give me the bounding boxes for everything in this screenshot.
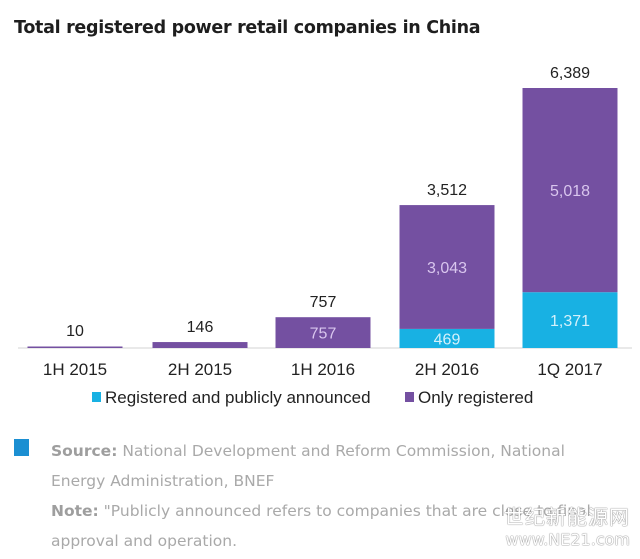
legend-swatch-registered-and-publicly-announced xyxy=(92,392,101,402)
x-tick-label-2h-2016: 2H 2016 xyxy=(415,360,479,379)
note-label: Note: xyxy=(51,502,99,520)
segment-label-only-registered-2h-2016: 3,043 xyxy=(427,260,467,277)
segment-label-only-registered-1q-2017: 5,018 xyxy=(550,183,590,200)
watermark-line2: www.NE21.com xyxy=(505,530,630,549)
bar-chart: 10 1H 2015 146 2H 2015 757 757 1H 2016 469 3,043… xyxy=(18,65,632,407)
bar-registered-and-publicly-announced-2h-2016 xyxy=(399,328,495,348)
source-marker-icon xyxy=(14,439,29,456)
total-label-2h-2015: 146 xyxy=(187,319,214,336)
segment-label-only-registered-1h-2016: 757 xyxy=(310,326,337,343)
x-tick-label-2h-2015: 2H 2015 xyxy=(168,360,232,379)
total-label-2h-2016: 3,512 xyxy=(427,182,467,199)
total-label-1h-2015: 10 xyxy=(66,323,84,340)
legend-swatch-only-registered xyxy=(405,392,414,402)
bar-only-registered-2h-2016 xyxy=(399,205,495,329)
total-label-1q-2017: 6,389 xyxy=(550,65,590,82)
legend-label-only-registered: Only registered xyxy=(418,388,533,407)
segment-label-registered-and-publicly-announced-1q-2017: 1,371 xyxy=(550,313,590,330)
source-value: National Development and Reform Commissi… xyxy=(51,442,565,490)
bar-only-registered-1q-2017 xyxy=(522,88,618,293)
segment-label-registered-and-publicly-announced-2h-2016: 469 xyxy=(434,331,461,348)
watermark-line1: 世纪新能源网 xyxy=(504,505,630,529)
note-value: "Publicly announced refers to companies … xyxy=(51,502,591,550)
chart-title: Total registered power retail companies … xyxy=(14,18,481,38)
legend-label-registered-and-publicly-announced: Registered and publicly announced xyxy=(105,388,371,407)
bar-only-registered-1h-2015 xyxy=(27,346,123,348)
bar-registered-and-publicly-announced-1q-2017 xyxy=(522,292,618,348)
x-tick-label-1h-2015: 1H 2015 xyxy=(43,360,107,379)
x-tick-label-1h-2016: 1H 2016 xyxy=(291,360,355,379)
x-tick-label-1q-2017: 1Q 2017 xyxy=(537,360,602,379)
total-label-1h-2016: 757 xyxy=(310,294,337,311)
bar-only-registered-2h-2015 xyxy=(152,342,248,348)
watermark: 世纪新能源网 www.NE21.com xyxy=(504,501,630,549)
source-text: Source: National Development and Reform … xyxy=(51,436,611,556)
bar-only-registered-1h-2016 xyxy=(275,317,371,348)
source-label: Source: xyxy=(51,442,118,460)
